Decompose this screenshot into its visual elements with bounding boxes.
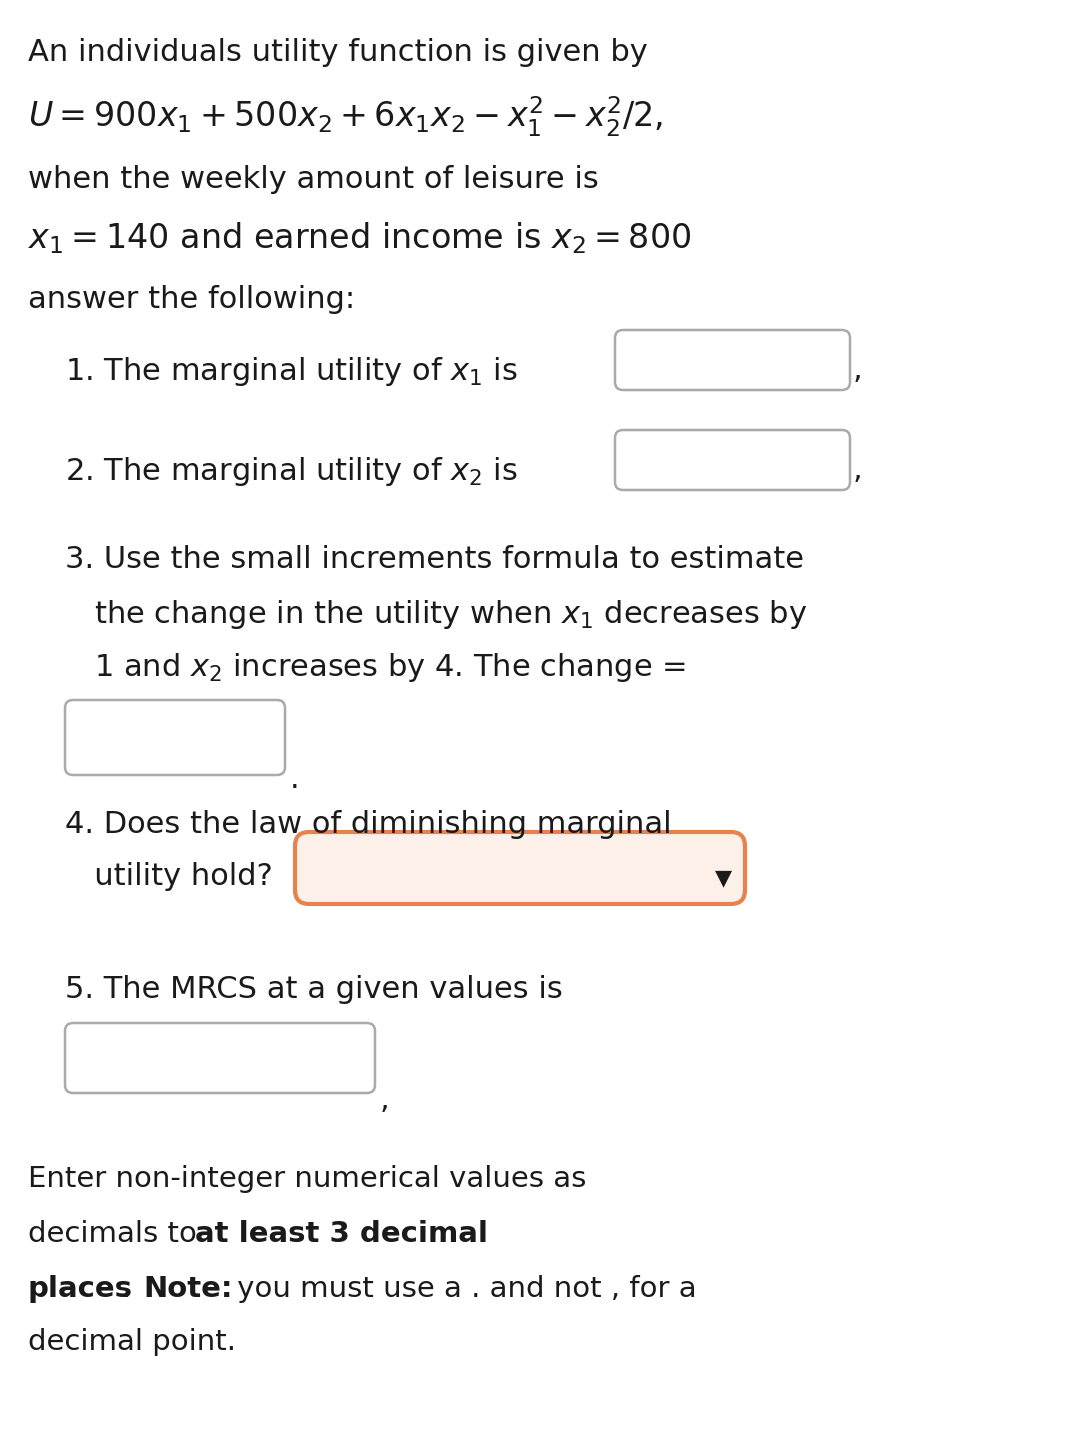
- Text: 1 and $x_2$ increases by 4. The change =: 1 and $x_2$ increases by 4. The change =: [65, 650, 686, 684]
- Text: .: .: [122, 1275, 140, 1302]
- Text: ▼: ▼: [715, 868, 733, 888]
- Text: utility hold?: utility hold?: [65, 862, 273, 891]
- Text: decimal point.: decimal point.: [28, 1328, 236, 1356]
- FancyBboxPatch shape: [615, 330, 850, 390]
- Text: answer the following:: answer the following:: [28, 285, 355, 314]
- Text: ,: ,: [853, 455, 863, 484]
- Text: decimals to: decimals to: [28, 1220, 206, 1248]
- Text: when the weekly amount of leisure is: when the weekly amount of leisure is: [28, 165, 599, 194]
- Text: 4. Does the law of diminishing marginal: 4. Does the law of diminishing marginal: [65, 810, 671, 839]
- FancyBboxPatch shape: [295, 832, 745, 904]
- Text: 3. Use the small increments formula to estimate: 3. Use the small increments formula to e…: [65, 545, 804, 574]
- Text: $x_1 = 140$ and earned income is $x_2 = 800$: $x_1 = 140$ and earned income is $x_2 = …: [28, 220, 692, 256]
- Text: 5. The MRCS at a given values is: 5. The MRCS at a given values is: [65, 976, 563, 1004]
- Text: at least 3 decimal: at least 3 decimal: [195, 1220, 488, 1248]
- Text: the change in the utility when $x_1$ decreases by: the change in the utility when $x_1$ dec…: [65, 599, 807, 630]
- Text: ,: ,: [380, 1085, 390, 1114]
- FancyBboxPatch shape: [65, 1023, 375, 1094]
- Text: Note:: Note:: [144, 1275, 232, 1302]
- Text: An individuals utility function is given by: An individuals utility function is given…: [28, 37, 647, 68]
- Text: $U = 900x_1 + 500x_2 + 6x_1x_2 - x_1^2 - x_2^2/2,$: $U = 900x_1 + 500x_2 + 6x_1x_2 - x_1^2 -…: [28, 95, 663, 140]
- Text: you must use a . and not , for a: you must use a . and not , for a: [228, 1275, 697, 1302]
- Text: ,: ,: [853, 355, 863, 384]
- Text: .: .: [290, 766, 300, 794]
- Text: 2. The marginal utility of $x_2$ is: 2. The marginal utility of $x_2$ is: [65, 455, 518, 488]
- Text: 1. The marginal utility of $x_1$ is: 1. The marginal utility of $x_1$ is: [65, 355, 518, 389]
- FancyBboxPatch shape: [615, 430, 850, 491]
- FancyBboxPatch shape: [65, 699, 285, 776]
- Text: places: places: [28, 1275, 133, 1302]
- Text: Enter non-integer numerical values as: Enter non-integer numerical values as: [28, 1166, 586, 1193]
